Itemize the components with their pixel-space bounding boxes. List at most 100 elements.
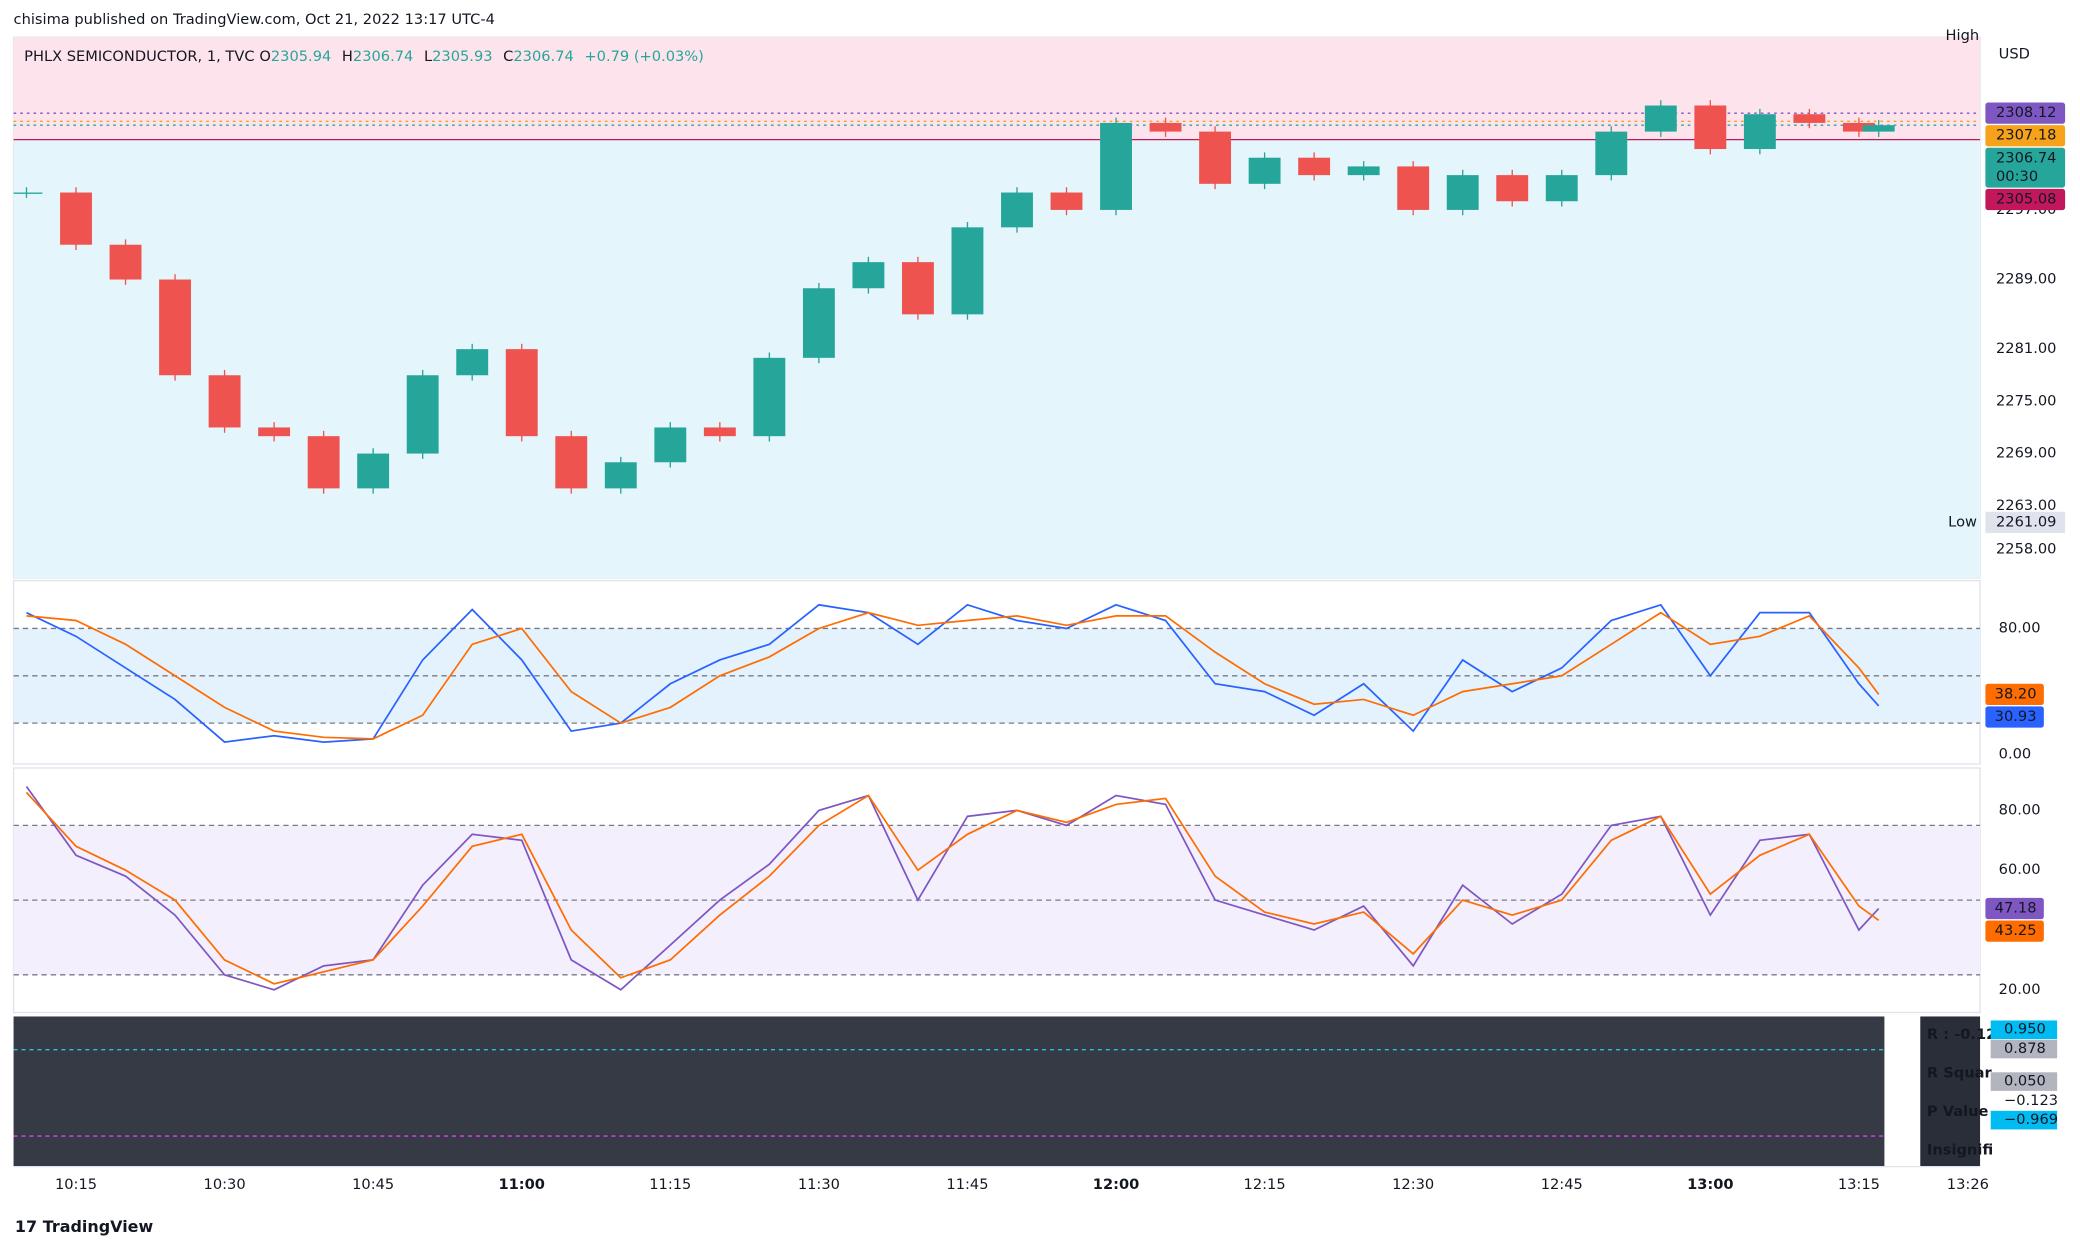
candle [1001, 192, 1033, 228]
background [12, 36, 1981, 1167]
ohlc-value: 2306.74 [353, 48, 413, 65]
candle [1644, 105, 1677, 132]
price-badge [1985, 125, 2066, 147]
price-badge-label: 2306.74 [1996, 149, 2056, 166]
candle [1199, 131, 1232, 184]
candle [307, 436, 340, 489]
candle [1347, 166, 1380, 176]
x-tick-label: 10:45 [352, 1176, 394, 1193]
stats-badge-label: 0.050 [2004, 1073, 2046, 1090]
stats-label: P Value [1927, 1103, 1989, 1120]
price-badge-label: 2307.18 [1996, 127, 2056, 144]
ohlc-legend: O2305.94 H2306.74 L2305.93 C2306.74 +0.79 (+… [259, 48, 704, 65]
oscillator-line [25, 791, 1880, 985]
stats-badge-label: −0.969 [2004, 1111, 2058, 1128]
logo-mark: 17 [15, 1217, 37, 1236]
countdown: 00:30 [1996, 168, 2038, 185]
x-tick-label: 11:00 [498, 1176, 545, 1193]
stats-badge-label: −0.123 [2004, 1092, 2058, 1109]
symbol: PHLX SEMICONDUCTOR, 1, TVC [24, 48, 254, 65]
change: +0.79 (+0.03%) [584, 48, 703, 65]
candle [1149, 122, 1182, 132]
x-tick-label: 13:00 [1687, 1176, 1734, 1193]
ohlc-key: O [259, 48, 271, 65]
candle [505, 349, 538, 437]
value-badge-label: 47.18 [1995, 900, 2037, 917]
candle [258, 427, 291, 437]
x-tick-label: 12:30 [1392, 1176, 1434, 1193]
stats-box [1920, 1016, 1981, 1167]
value-badge [1985, 920, 2044, 942]
candle [555, 436, 588, 489]
y-tick-label: 80.00 [1999, 619, 2041, 636]
price-badge-label: 2308.12 [1996, 104, 2056, 121]
y-tick-label: 0.00 [1999, 746, 2032, 763]
candle [406, 375, 439, 454]
candle [1842, 122, 1875, 132]
x-tick-label: 11:45 [946, 1176, 988, 1193]
candle [852, 262, 885, 289]
currency: USD [1999, 45, 2030, 62]
x-tick-label: 13:15 [1838, 1176, 1880, 1193]
stats-label: R : -0.12 [1927, 1026, 1996, 1043]
candle [159, 279, 192, 376]
value-badge-label: 30.93 [1995, 708, 2037, 725]
ohlc-value: 2306.74 [513, 48, 573, 65]
value-badge-label: 38.20 [1995, 685, 2037, 702]
x-tick-label: 12:00 [1093, 1176, 1140, 1193]
candle [1248, 157, 1281, 184]
ohlc-value: 2305.94 [271, 48, 331, 65]
low-label: Low [1948, 513, 1977, 530]
price-badge [1985, 102, 2066, 124]
candle [1298, 157, 1331, 176]
stats-label: R Squar [1927, 1065, 1993, 1082]
y-tick-label: 2269.00 [1996, 445, 2056, 462]
x-tick-label: 10:15 [55, 1176, 97, 1193]
candle [753, 357, 786, 437]
candle [901, 262, 934, 315]
stats-badge [1990, 1072, 2058, 1091]
x-tick-label: 12:45 [1541, 1176, 1583, 1193]
candle [951, 227, 984, 315]
candle [703, 427, 736, 437]
low-badge-bg [1985, 511, 2066, 534]
zone-low [13, 139, 1981, 578]
level-band [13, 628, 1981, 724]
y-tick-label: 60.00 [1999, 861, 2041, 878]
value-badge-label: 43.25 [1995, 922, 2037, 939]
candle [802, 288, 835, 358]
price-badge [1985, 188, 2066, 211]
stats-badge [1990, 1110, 2058, 1130]
candle [1793, 114, 1826, 123]
y-tick-label: 20.00 [1999, 981, 2041, 998]
candle [1743, 114, 1776, 150]
candle [654, 427, 687, 463]
y-tick-label: 2289.00 [1996, 271, 2056, 288]
candle [60, 192, 92, 245]
low-value: 2261.09 [1996, 513, 2056, 530]
candle [1050, 192, 1083, 210]
x-tick-label: 11:30 [798, 1176, 840, 1193]
x-tick-label: 10:30 [204, 1176, 246, 1193]
oscillator-line [25, 785, 1880, 991]
candle [456, 349, 489, 376]
candle [1862, 125, 1895, 132]
high-label: High [1946, 27, 1980, 44]
candle [604, 462, 637, 489]
candle [1595, 131, 1628, 176]
ohlc-key: L [424, 48, 433, 65]
candle [1694, 105, 1727, 150]
candle [1545, 175, 1578, 202]
stats-badge [1990, 1039, 2058, 1059]
oscillator-line [26, 603, 1880, 743]
value-badge [1985, 706, 2044, 728]
stats-badge-label: 0.950 [2004, 1021, 2046, 1038]
candle [1446, 175, 1479, 210]
candle [13, 192, 43, 194]
ohlc-value: 2305.93 [432, 48, 492, 65]
candle [357, 453, 390, 489]
ohlc-key: H [342, 48, 353, 65]
price-badge [1985, 147, 2066, 188]
x-tick-label: 11:15 [649, 1176, 691, 1193]
